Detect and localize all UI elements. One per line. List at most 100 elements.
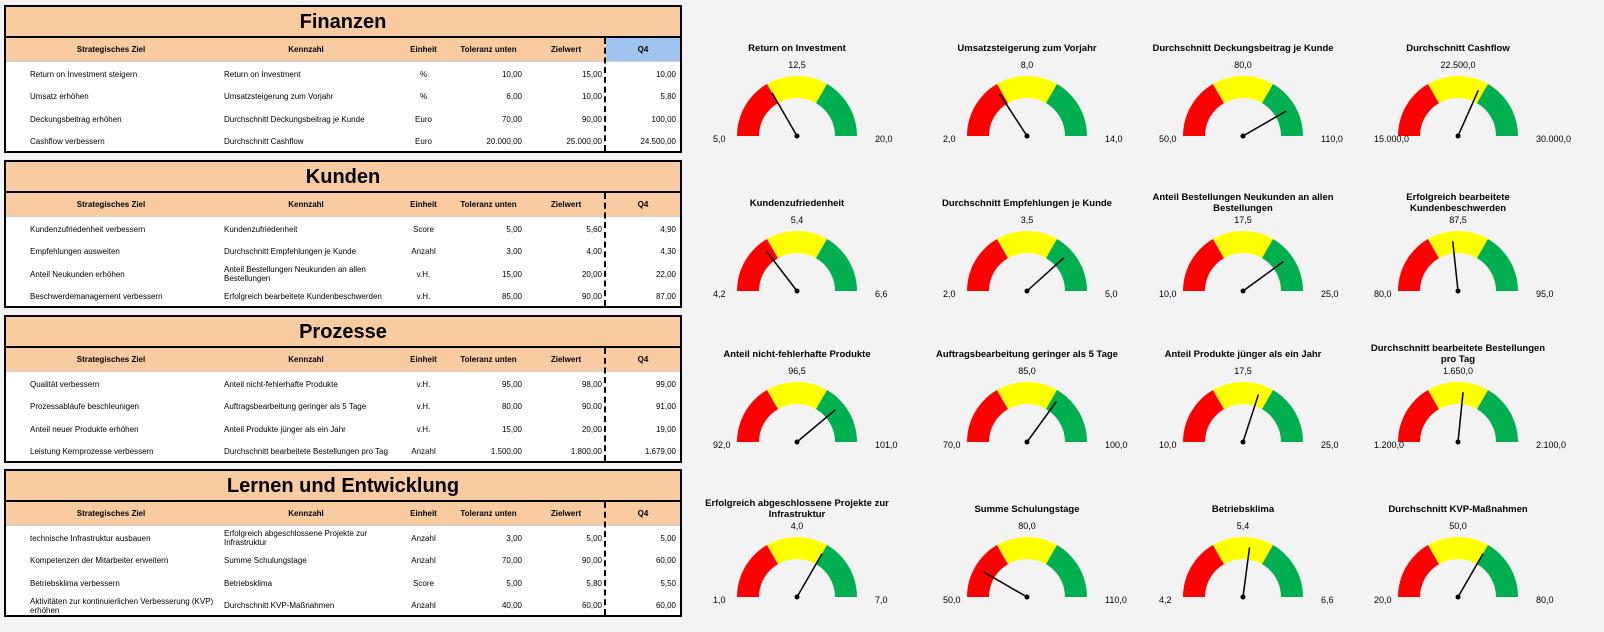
column-header: Strategisches Ziel	[6, 348, 216, 372]
gauge-band	[967, 545, 1008, 597]
gauge-max-label: 95,0	[1536, 289, 1554, 299]
table-cell: v.H.	[416, 269, 431, 279]
table-cell: 5,00	[506, 578, 522, 588]
table-cell: 1.500,00	[490, 447, 522, 456]
gauge-max-label: 5,0	[1105, 289, 1118, 299]
table-cell: Kundenzufriedenheit	[224, 224, 298, 234]
gauge-mid-label: 85,0	[1018, 366, 1036, 376]
gauge-band	[816, 84, 857, 136]
table-cell: v.H.	[416, 379, 431, 389]
gauge-band	[997, 536, 1057, 565]
table-cell: 3,00	[506, 247, 522, 256]
gauge-mid-label: 12,5	[788, 60, 806, 70]
gauge-pivot	[1024, 439, 1030, 445]
column-header: Kennzahl	[216, 38, 396, 62]
table-cell: Durchschnitt Cashflow	[224, 137, 304, 146]
column-header: Toleranz unten	[451, 502, 526, 526]
gauge-min-label: 15.000,0	[1374, 134, 1409, 144]
gauge-band	[967, 239, 1008, 291]
table-cell: Anzahl	[411, 556, 436, 565]
section: Kunden Strategisches Ziel Kennzahl Einheit T…	[4, 160, 682, 308]
gauge-band	[767, 536, 827, 565]
gauge-mid-label: 50,0	[1449, 521, 1467, 531]
table-cell: 10,00	[581, 92, 602, 101]
table-cell: 90,00	[581, 114, 602, 124]
gauge-pivot	[1240, 439, 1246, 445]
column-header: Kennzahl	[216, 193, 396, 217]
gauge-band	[1262, 545, 1303, 597]
gauge-band	[1046, 545, 1087, 597]
table-cell: 5,00	[506, 224, 522, 234]
table-cell: 15,00	[581, 69, 602, 79]
table-cell: Anzahl	[411, 601, 436, 610]
gauge-needle	[765, 250, 798, 292]
gauge-mid-label: 5,4	[1237, 521, 1250, 531]
gauge-pivot	[1240, 133, 1246, 139]
gauge-band	[1398, 390, 1439, 442]
divider	[604, 348, 606, 461]
gauge-needle	[1026, 256, 1065, 292]
table-cell: 4,00	[586, 247, 602, 256]
table-cell: 15,00	[501, 424, 522, 434]
gauge-pivot	[1455, 288, 1461, 294]
table-cell: Anteil Neukunden erhöhen	[30, 269, 125, 279]
table-cell: Cashflow verbessern	[30, 137, 105, 146]
table-cell: 6,00	[506, 92, 522, 101]
gauge-band	[1183, 390, 1224, 442]
gauge-needle	[983, 571, 1028, 598]
table-cell: Anteil nicht-fehlerhafte Produkte	[224, 379, 338, 389]
gauge-needle	[1452, 241, 1459, 292]
gauge-max-label: 25,0	[1321, 440, 1339, 450]
gauge-needle	[796, 553, 823, 598]
column-header: Zielwert	[526, 38, 606, 62]
table-cell: Deckungsbeitrag erhöhen	[30, 114, 122, 124]
table-cell: Summe Schulungstage	[224, 556, 307, 565]
table-cell: 19,00	[655, 424, 676, 434]
gauge-min-label: 1,0	[713, 595, 726, 605]
column-header: Q4	[606, 193, 680, 217]
divider	[604, 193, 606, 306]
column-header: Toleranz unten	[451, 38, 526, 62]
gauge-band	[1262, 239, 1303, 291]
gauge-needle	[796, 409, 836, 443]
gauge-mid-label: 87,5	[1449, 215, 1467, 225]
gauge-band	[1477, 390, 1518, 442]
gauge-title: Anteil Produkte jünger als ein Jahr	[1164, 348, 1322, 360]
table-cell: 5,00	[660, 533, 676, 543]
gauge-band	[737, 390, 778, 442]
gauge-band	[1477, 239, 1518, 291]
table-cell: 15,00	[501, 269, 522, 279]
gauge-pivot	[1024, 288, 1030, 294]
section: Lernen und Entwicklung Strategisches Ziel…	[4, 469, 682, 617]
table-cell: 70,00	[501, 114, 522, 124]
gauge-needle	[1026, 401, 1057, 443]
table-cell: 80,00	[501, 402, 522, 411]
column-header: Kennzahl	[216, 502, 396, 526]
gauge-max-label: 6,6	[1321, 595, 1334, 605]
table-cell: 1.800,00	[570, 447, 602, 456]
column-header: Einheit	[396, 348, 451, 372]
gauge-band	[1213, 536, 1273, 565]
table-cell: Score	[413, 224, 434, 234]
gauge-title: Return on Investment	[748, 42, 846, 54]
gauge-min-label: 50,0	[943, 595, 961, 605]
gauge-max-label: 20,0	[875, 134, 893, 144]
table-cell: Anzahl	[411, 533, 436, 543]
gauge-band	[1046, 390, 1087, 442]
table-cell: 98,00	[581, 379, 602, 389]
table-cell: v.H.	[416, 424, 431, 434]
column-header: Einheit	[396, 38, 451, 62]
gauge-band	[1262, 390, 1303, 442]
table-cell: Qualität verbessern	[30, 379, 100, 389]
table-cell: 90,00	[581, 556, 602, 565]
gauge-band	[767, 76, 827, 104]
section: Finanzen Strategisches Ziel Kennzahl Einhei…	[4, 5, 682, 153]
table-cell: Erfolgreich bearbeitete Kundenbeschwerde…	[224, 292, 382, 301]
gauge-band	[1213, 231, 1273, 259]
gauge-pivot	[1024, 133, 1030, 139]
gauge-max-label: 7,0	[875, 595, 888, 605]
table-cell: 40,00	[501, 601, 522, 610]
gauge-band	[1477, 545, 1518, 597]
table-cell: 5,00	[586, 533, 602, 543]
gauge-band	[1183, 239, 1224, 291]
